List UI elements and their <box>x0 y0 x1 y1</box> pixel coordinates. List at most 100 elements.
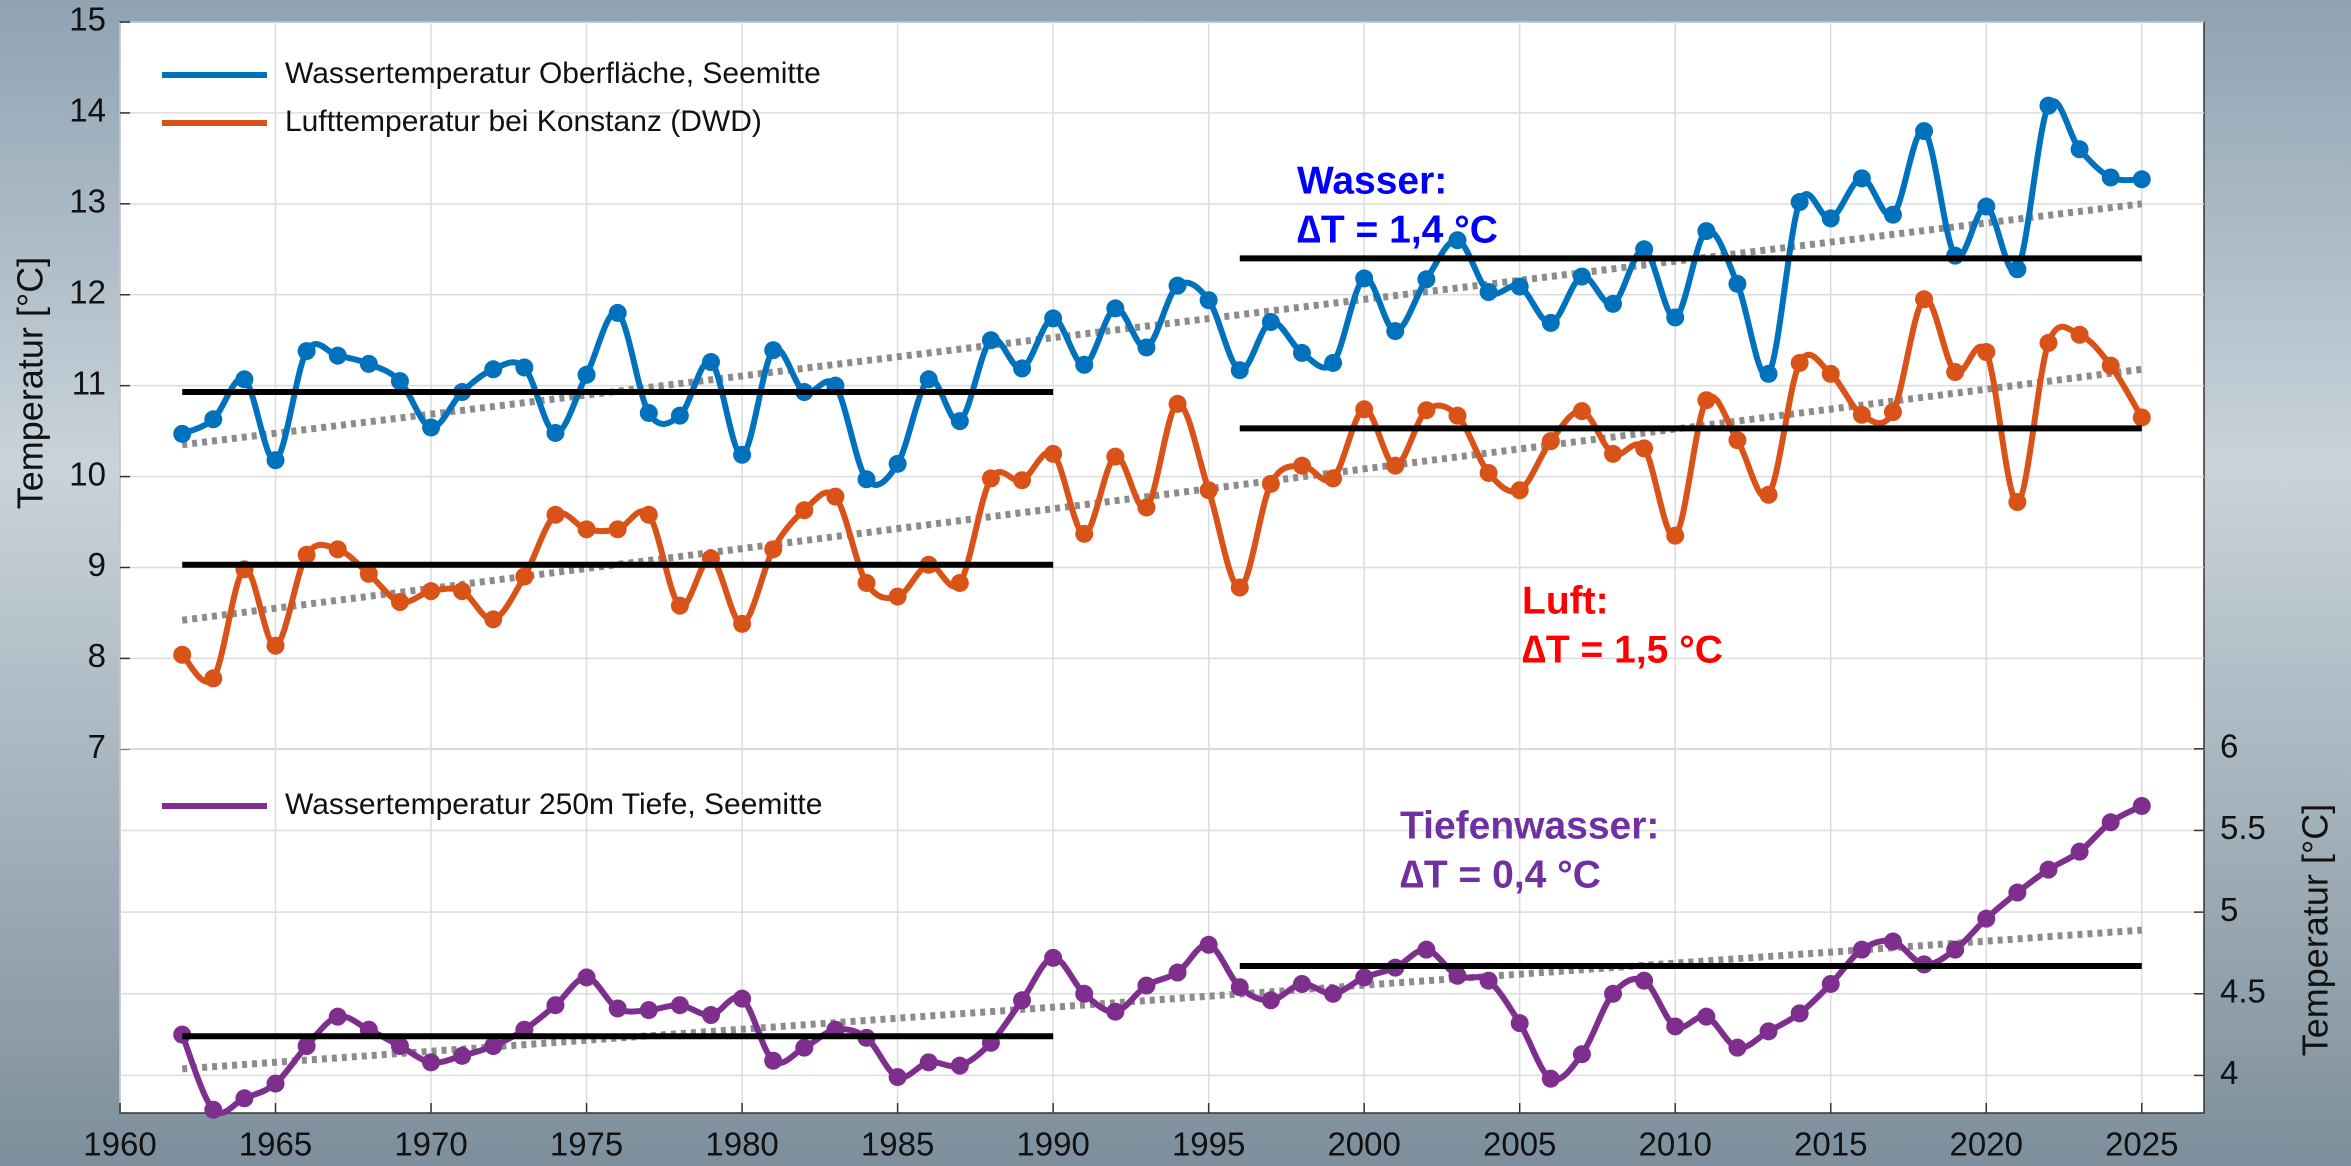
data-point <box>484 1037 503 1056</box>
data-point <box>204 669 223 688</box>
data-point <box>1261 474 1280 493</box>
data-point <box>1759 485 1778 504</box>
data-point <box>297 545 316 564</box>
data-point <box>1572 1045 1591 1064</box>
data-point <box>670 596 689 615</box>
y-tick-label: 15 <box>69 1 106 38</box>
data-point <box>1417 270 1436 289</box>
data-point <box>1821 209 1840 228</box>
data-point <box>1137 976 1156 995</box>
data-point <box>1261 313 1280 332</box>
data-point <box>328 540 347 559</box>
data-point <box>2132 796 2151 815</box>
data-point <box>1821 974 1840 993</box>
data-point <box>1199 935 1218 954</box>
data-point <box>919 1053 938 1072</box>
data-point <box>2039 860 2058 879</box>
x-tick-label: 2015 <box>1794 1126 1867 1163</box>
data-point <box>1852 940 1871 959</box>
data-point <box>764 540 783 559</box>
data-point <box>733 445 752 464</box>
x-tick-label: 1980 <box>705 1126 778 1163</box>
data-point <box>1386 456 1405 475</box>
legend-label: Lufttemperatur bei Konstanz (DWD) <box>285 105 762 138</box>
data-point <box>204 1100 223 1119</box>
annotation: Tiefenwasser: <box>1400 804 1659 847</box>
data-point <box>422 1053 441 1072</box>
data-point <box>919 370 938 389</box>
y-tick-label: 13 <box>69 183 106 220</box>
data-point <box>1075 984 1094 1003</box>
data-point <box>950 412 969 431</box>
data-point <box>1292 456 1311 475</box>
data-point <box>2132 170 2151 189</box>
data-point <box>1915 290 1934 309</box>
data-point <box>1137 338 1156 357</box>
data-point <box>1604 444 1623 463</box>
data-point <box>515 567 534 586</box>
annotation: Wasser: <box>1297 159 1447 202</box>
data-point <box>1510 481 1529 500</box>
data-point <box>1604 294 1623 313</box>
data-point <box>1541 1069 1560 1088</box>
data-point <box>1635 240 1654 259</box>
data-point <box>1946 363 1965 382</box>
data-point <box>1324 469 1343 488</box>
data-point <box>733 989 752 1008</box>
x-tick-label: 2010 <box>1639 1126 1712 1163</box>
data-point <box>1666 1017 1685 1036</box>
legend-label: Wassertemperatur Oberfläche, Seemitte <box>285 57 821 90</box>
data-point <box>1106 299 1125 318</box>
data-point <box>1230 578 1249 597</box>
data-point <box>1697 391 1716 410</box>
data-point <box>1666 526 1685 545</box>
data-point <box>1821 364 1840 383</box>
data-point <box>1572 402 1591 421</box>
y-tick-label: 12 <box>69 273 106 310</box>
y2-axis-label: Temperatur [°C] <box>2295 804 2336 1056</box>
data-point <box>453 582 472 601</box>
data-point <box>266 1074 285 1093</box>
x-tick-label: 2025 <box>2105 1126 2178 1163</box>
x-tick-label: 1995 <box>1172 1126 1245 1163</box>
data-point <box>1728 274 1747 293</box>
data-point <box>2101 356 2120 375</box>
data-point <box>1013 991 1032 1010</box>
data-point <box>1635 971 1654 990</box>
data-point <box>1230 361 1249 380</box>
data-point <box>1852 169 1871 188</box>
data-point <box>1977 343 1996 362</box>
data-point <box>1075 524 1094 543</box>
data-point <box>1759 364 1778 383</box>
data-point <box>546 423 565 442</box>
data-point <box>1075 355 1094 374</box>
data-point <box>1915 122 1934 141</box>
trend-line <box>181 926 2143 1073</box>
data-point <box>422 582 441 601</box>
data-point <box>2101 168 2120 187</box>
data-point <box>297 1037 316 1056</box>
data-point <box>2132 408 2151 427</box>
data-point <box>546 505 565 524</box>
data-point <box>484 610 503 629</box>
data-point <box>235 1089 254 1108</box>
data-point <box>1852 405 1871 424</box>
data-point <box>1106 1002 1125 1021</box>
y2-tick-label: 5 <box>2220 891 2238 928</box>
data-point <box>1510 277 1529 296</box>
data-point <box>1479 463 1498 482</box>
data-point <box>1199 481 1218 500</box>
legend-label: Wassertemperatur 250m Tiefe, Seemitte <box>285 788 822 821</box>
data-point <box>950 1056 969 1075</box>
data-point <box>1572 267 1591 286</box>
data-point <box>1883 403 1902 422</box>
data-point <box>2039 333 2058 352</box>
data-point <box>1697 222 1716 241</box>
data-point <box>1728 1038 1747 1057</box>
data-point <box>297 342 316 361</box>
x-tick-label: 2005 <box>1483 1126 1556 1163</box>
data-point <box>1883 205 1902 224</box>
data-point <box>173 645 192 664</box>
x-tick-label: 2020 <box>1950 1126 2023 1163</box>
